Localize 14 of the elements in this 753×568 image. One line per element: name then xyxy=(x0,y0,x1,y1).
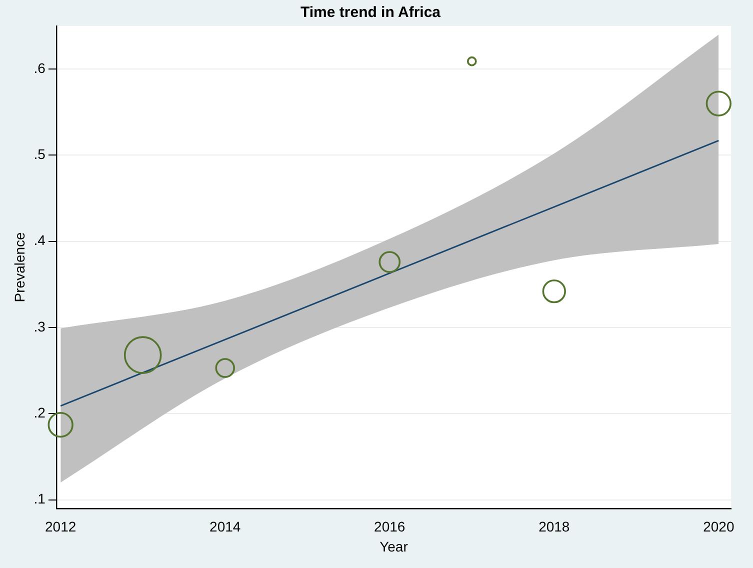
chart-title: Time trend in Africa xyxy=(300,4,442,22)
y-tick-label: .6 xyxy=(34,60,46,76)
y-tick-label: .1 xyxy=(34,490,46,507)
y-tick-label: .5 xyxy=(34,146,46,162)
y-tick-label: .4 xyxy=(34,232,46,248)
y-tick-label: .2 xyxy=(34,404,46,420)
x-tick-label: 2018 xyxy=(538,518,570,535)
x-axis-title: Year xyxy=(380,538,408,554)
y-axis-title: Prevalence xyxy=(11,232,28,302)
y-tick-label: .3 xyxy=(34,318,46,334)
x-tick-label: 2016 xyxy=(374,518,406,535)
x-tick-label: 2012 xyxy=(45,518,76,535)
x-tick-label: 2020 xyxy=(703,518,734,535)
x-tick-label: 2014 xyxy=(210,518,241,535)
